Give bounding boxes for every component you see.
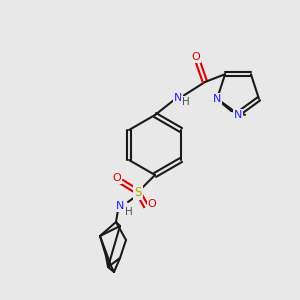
Text: N: N (116, 201, 124, 211)
Text: O: O (148, 199, 156, 209)
Text: H: H (182, 97, 190, 107)
Text: N: N (174, 93, 182, 103)
Text: H: H (125, 207, 133, 217)
Text: S: S (134, 185, 142, 199)
Text: O: O (192, 52, 200, 62)
Text: N: N (213, 94, 221, 104)
Text: O: O (112, 173, 122, 183)
Text: N: N (234, 110, 242, 120)
